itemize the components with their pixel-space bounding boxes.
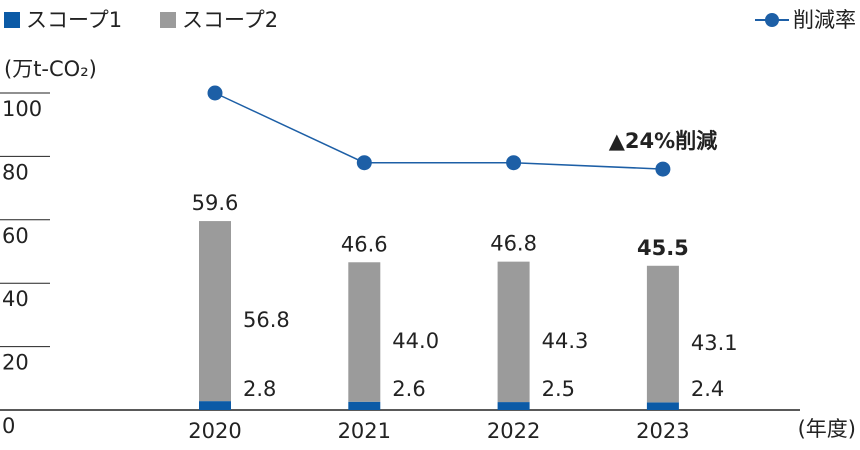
- x-tick-label: 2020: [188, 419, 241, 443]
- value-label: 2.8: [243, 377, 276, 401]
- bar-segment: [348, 262, 381, 402]
- bar-segment: [199, 221, 231, 402]
- total-label: 45.5: [637, 236, 689, 260]
- value-label: 44.3: [542, 329, 589, 353]
- value-label: 44.0: [392, 329, 439, 353]
- value-label: 43.1: [691, 331, 738, 355]
- annotation: ▲24%削減: [609, 129, 717, 153]
- legend-swatch: [160, 12, 176, 28]
- y-tick-label: 20: [2, 351, 29, 375]
- legend-label: スコープ1: [26, 8, 122, 32]
- rate-marker: [506, 155, 522, 171]
- y-tick-label: 0: [2, 414, 15, 438]
- legend-label: 削減率: [793, 8, 856, 32]
- y-tick-label: 40: [2, 287, 29, 311]
- bar-segment: [646, 265, 679, 403]
- y-axis-label: (万t-CO₂): [4, 57, 97, 81]
- legend-swatch: [4, 12, 20, 28]
- total-label: 46.6: [341, 232, 388, 256]
- rate-marker: [655, 161, 671, 177]
- y-tick-label: 80: [2, 160, 29, 184]
- x-tick-label: 2022: [487, 419, 540, 443]
- value-label: 2.4: [691, 377, 724, 401]
- bar-segment: [348, 401, 381, 410]
- bar-segment: [646, 402, 679, 410]
- bar-segment: [497, 261, 530, 403]
- rate-marker: [207, 85, 223, 101]
- y-tick-label: 100: [2, 97, 42, 121]
- value-label: 2.6: [392, 377, 425, 401]
- y-tick-label: 60: [2, 224, 29, 248]
- bar-segment: [497, 402, 530, 410]
- x-tick-label: 2021: [338, 419, 391, 443]
- total-label: 59.6: [192, 191, 239, 215]
- rate-marker: [356, 155, 372, 171]
- legend-label: スコープ2: [182, 8, 278, 32]
- x-axis-label: (年度): [798, 417, 856, 441]
- bar-segment: [199, 401, 231, 410]
- total-label: 46.8: [490, 232, 537, 256]
- x-tick-label: 2023: [636, 419, 689, 443]
- rate-line: [214, 92, 663, 170]
- legend-marker: [765, 13, 779, 27]
- value-label: 2.5: [542, 377, 575, 401]
- value-label: 56.8: [243, 308, 290, 332]
